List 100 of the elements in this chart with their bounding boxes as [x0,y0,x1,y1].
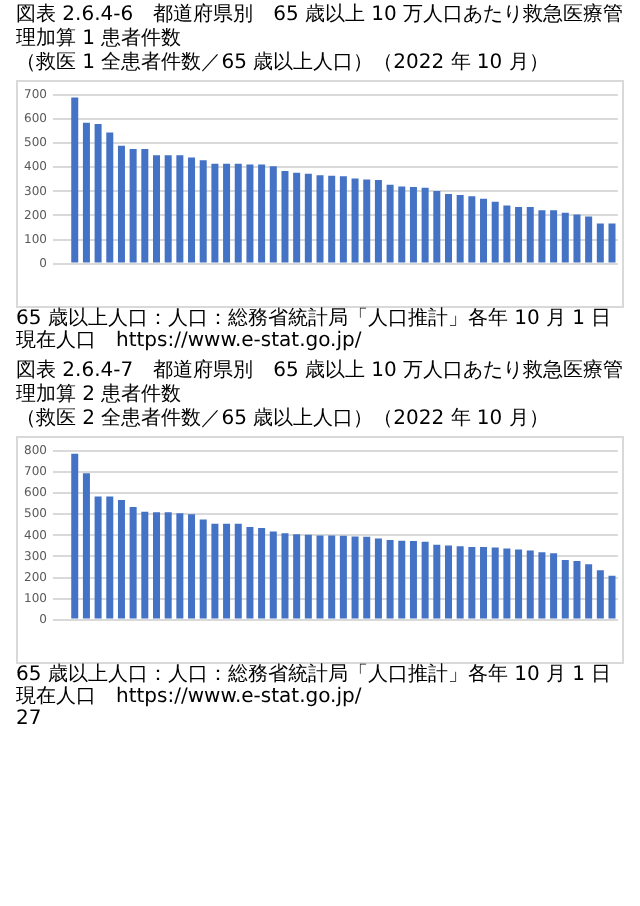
bar [503,205,511,263]
chart-subtitle: （救医 1 全患者件数／65 歳以上人口）（2022 年 10 月） [16,52,551,76]
bar [480,198,488,263]
bar [386,540,394,619]
bar [433,190,441,263]
bar [94,496,102,619]
bar [234,523,242,619]
bar [188,157,196,263]
bar [421,541,429,619]
bar [468,546,476,619]
bar [421,187,429,263]
bar [386,184,394,263]
bar [444,194,452,263]
bar [503,548,511,619]
bar [164,512,172,619]
bar [398,540,406,619]
bar [188,514,196,619]
bar [456,546,464,619]
bar [269,166,277,263]
bar [141,149,149,263]
text: 65 歳以上人口：人口：総務省統計局「人口推計」各年 10 月 1 日現在人口 https://www.e-stat.go.jp/ [16,308,614,352]
bar [71,97,79,263]
bar [515,207,523,263]
bar [526,207,534,263]
bar [363,536,371,619]
bar [316,535,324,619]
bar [117,500,125,619]
bar [211,163,219,263]
bar [223,523,231,619]
bar [339,535,347,619]
bar [433,544,441,619]
bar [468,196,476,263]
bar [374,179,382,263]
bar [409,541,417,619]
bar [117,145,125,263]
bar [269,531,277,619]
bar [82,473,90,619]
bar [258,528,266,619]
bar [515,549,523,619]
bar [234,163,242,263]
bar [538,552,546,619]
bar [491,547,499,619]
bar [491,201,499,263]
bar [480,546,488,619]
bar [550,210,558,263]
bar [304,173,312,263]
bar [153,512,160,619]
bar [608,575,616,619]
bar [293,534,301,619]
bar [363,179,371,263]
bar [328,175,336,263]
bar [374,538,382,619]
bar [129,149,137,263]
chart-title: 図表 2.6.4-6 都道府県別 65 歳以上 10 万人口あたり救急医療管理加算 1 患者件数 [16,4,624,51]
text: 65 歳以上人口：人口：総務省統計局「人口推計」各年 10 月 1 日現在人口 https://www.e-stat.go.jp/ [16,664,614,708]
bar [246,164,254,263]
bar [573,561,581,619]
bar [526,550,534,619]
bar [246,526,254,619]
bar [176,155,184,263]
bar [176,513,184,619]
bar [339,176,347,263]
bar [71,453,79,619]
bar [199,160,207,263]
bar [106,132,114,263]
bar [328,535,336,619]
bar [316,175,324,263]
bar [550,553,558,619]
bar [153,155,160,263]
bar [199,519,207,619]
chart-subtitle: （救医 2 全患者件数／65 歳以上人口）（2022 年 10 月） [16,408,551,432]
bar [398,186,406,263]
bar [608,223,616,263]
bar [585,216,593,263]
bar [164,155,172,263]
bar [223,163,231,263]
chart-title: 図表 2.6.4-7 都道府県別 65 歳以上 10 万人口あたり救急医療管理加算 2 患者件数 [16,360,624,407]
bar [281,170,289,263]
bar [561,212,569,263]
bar [444,545,452,619]
bar [94,124,102,263]
bar [409,187,417,263]
bar [106,496,114,619]
bar [281,533,289,619]
bar [561,560,569,619]
bar [585,564,593,619]
bar [596,223,604,263]
bar [596,570,604,619]
bar [351,536,359,619]
bar [293,172,301,263]
bar [82,122,90,263]
bar [141,511,149,619]
bar [211,523,219,619]
bar [456,195,464,263]
bar [351,178,359,263]
bar [258,164,266,263]
bar [129,506,137,619]
bar [304,534,312,619]
bar [538,210,546,263]
text: 27 [16,708,44,730]
